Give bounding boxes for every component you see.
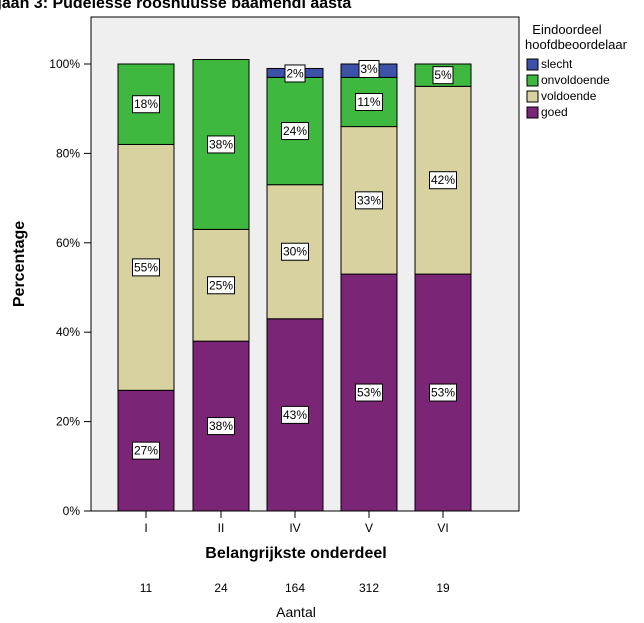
count-label: 11: [140, 581, 153, 595]
data-label-box: [207, 276, 235, 295]
legend-swatch-goed: [526, 106, 539, 119]
count-label: 312: [359, 581, 379, 595]
data-label-box: [281, 122, 309, 141]
data-label-box: [132, 441, 160, 460]
data-label: 18%: [134, 97, 158, 111]
x-tick-label: II: [218, 521, 225, 535]
bars-layer: 27% 55% 18% 38% 25% 38% 43% 30% 24% 2% 53% 33% 11% 3%…: [117, 59, 472, 512]
data-label: 11%: [357, 95, 380, 109]
legend-swatch-slecht: [526, 58, 539, 71]
chart-title-fragment: gaan 3: Pudelesse rooshuusse baamendi aa…: [0, 0, 351, 12]
y-tick-label: 80%: [56, 146, 80, 160]
data-label: 38%: [209, 137, 233, 151]
data-label: 2%: [286, 66, 304, 80]
data-label: 3%: [360, 62, 378, 76]
data-label: 30%: [283, 245, 307, 259]
data-label: 53%: [431, 386, 455, 400]
x-tick-label: V: [365, 521, 373, 535]
data-label: 25%: [209, 278, 233, 292]
y-axis-title: Percentage: [11, 221, 28, 307]
x-tick-label: VI: [437, 521, 448, 535]
data-label: 42%: [431, 173, 455, 187]
x-axis: I 11 II 24 IV 164 V 312 VI 19: [140, 511, 450, 595]
legend-label-goed: goed: [541, 105, 568, 119]
data-label-box: [429, 171, 457, 190]
data-label-box: [358, 60, 380, 78]
y-axis: 0% 20% 40% 60% 80% 100%: [49, 17, 92, 518]
y-tick-label: 0%: [63, 504, 81, 518]
data-label-box: [284, 64, 306, 83]
data-label-box: [207, 417, 235, 436]
data-label-box: [207, 135, 235, 154]
x-axis-title: Belangrijkste onderdeel: [205, 545, 386, 562]
data-label-box: [355, 191, 383, 210]
data-label-box: [281, 242, 309, 261]
x-tick-label: IV: [289, 521, 300, 535]
data-label: 43%: [283, 408, 307, 422]
legend-label-voldoende: voldoende: [541, 89, 597, 103]
data-label: 33%: [357, 193, 381, 207]
legend-label-onvoldoende: onvoldoende: [541, 73, 610, 87]
data-label-box: [355, 92, 383, 111]
data-label: 5%: [434, 68, 452, 82]
data-label-box: [355, 383, 383, 402]
data-label-box: [432, 66, 454, 85]
count-label: 19: [436, 581, 450, 595]
data-label-box: [429, 383, 457, 402]
data-label: 24%: [283, 124, 307, 138]
legend: Eindoordeel hoofdbeoordelaar slecht onvol…: [525, 22, 628, 119]
counts-title: Aantal: [276, 604, 316, 620]
legend-title-line2: hoofdbeoordelaar: [525, 37, 628, 52]
data-label: 55%: [134, 260, 158, 274]
count-label: 164: [285, 581, 305, 595]
data-label-box: [132, 258, 160, 277]
x-tick-label: I: [144, 521, 147, 535]
legend-swatch-onvoldoende: [526, 74, 539, 87]
legend-swatch-voldoende: [526, 90, 539, 103]
data-label: 27%: [134, 444, 158, 458]
data-label-box: [281, 405, 309, 424]
data-label: 38%: [209, 419, 233, 433]
data-label-box: [132, 95, 160, 114]
y-tick-label: 60%: [56, 236, 80, 250]
y-tick-label: 100%: [49, 57, 80, 71]
count-label: 24: [214, 581, 228, 595]
legend-label-slecht: slecht: [541, 57, 573, 71]
bar-segment-goed: [266, 318, 324, 512]
y-tick-label: 20%: [56, 415, 80, 429]
legend-title-line1: Eindoordeel: [532, 22, 601, 37]
y-tick-label: 40%: [56, 325, 80, 339]
data-label: 53%: [357, 386, 381, 400]
